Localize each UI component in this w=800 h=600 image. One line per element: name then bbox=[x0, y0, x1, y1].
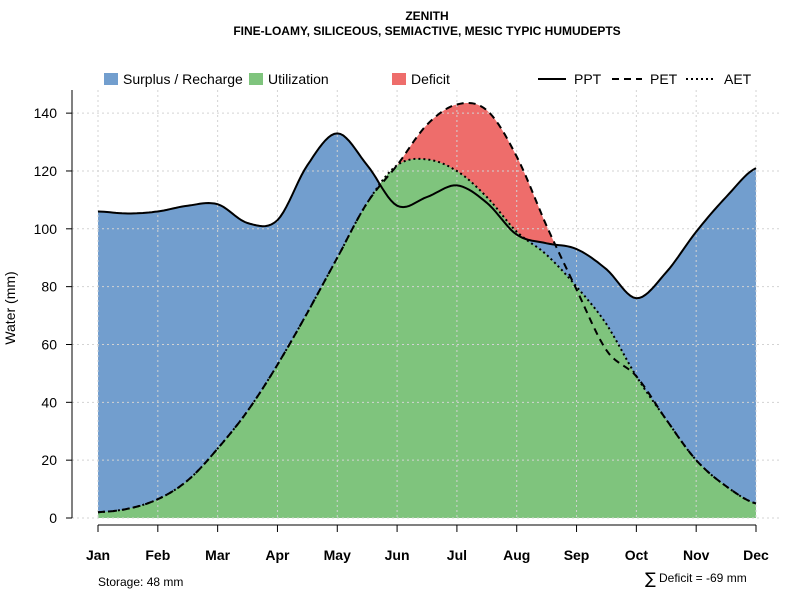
y-tick-label: 120 bbox=[34, 163, 58, 179]
storage-annotation: Storage: 48 mm bbox=[98, 575, 183, 589]
grid-lines bbox=[72, 90, 780, 519]
area-fills bbox=[98, 103, 756, 518]
x-tick-label: Apr bbox=[265, 547, 290, 563]
x-tick-label: Dec bbox=[743, 547, 769, 563]
x-tick-label: May bbox=[324, 547, 351, 563]
legend-swatch-utilization bbox=[249, 73, 263, 85]
y-tick-label: 20 bbox=[41, 452, 57, 468]
legend-label-surplus: Surplus / Recharge bbox=[123, 71, 243, 87]
y-ticks: 0 20 40 60 80 100 120 140 bbox=[34, 105, 72, 526]
x-tick-label: Oct bbox=[625, 547, 649, 563]
y-tick-label: 140 bbox=[34, 105, 58, 121]
series-line-ppt bbox=[97, 132, 757, 300]
chart-title: ZENITH bbox=[405, 9, 448, 23]
y-tick-label: 80 bbox=[41, 279, 57, 295]
series-line-aet bbox=[97, 157, 757, 514]
y-tick-label: 100 bbox=[34, 221, 58, 237]
y-tick-label: 60 bbox=[41, 336, 57, 352]
x-tick-label: Jun bbox=[385, 547, 410, 563]
x-tick-label: Sep bbox=[564, 547, 590, 563]
legend-label-pet: PET bbox=[650, 71, 678, 87]
sigma-symbol: ∑ bbox=[645, 569, 656, 588]
utilization-area bbox=[98, 158, 756, 518]
x-tick-label: Aug bbox=[503, 547, 530, 563]
legend-label-ppt: PPT bbox=[574, 71, 602, 87]
legend-swatch-surplus bbox=[104, 73, 118, 85]
legend-label-deficit: Deficit bbox=[411, 71, 450, 87]
legend-label-utilization: Utilization bbox=[268, 71, 329, 87]
series-lines bbox=[97, 102, 757, 514]
legend-label-aet: AET bbox=[724, 71, 752, 87]
x-tick-label: Nov bbox=[683, 547, 710, 563]
x-tick-label: Jul bbox=[447, 547, 467, 563]
y-axis-label: Water (mm) bbox=[2, 271, 18, 344]
x-tick-label: Mar bbox=[205, 547, 230, 563]
x-ticks: Jan Feb Mar Apr May Jun Jul Aug Sep Oct Nov Dec bbox=[86, 525, 769, 563]
x-tick-label: Feb bbox=[145, 547, 170, 563]
x-tick-label: Jan bbox=[86, 547, 110, 563]
y-tick-label: 40 bbox=[41, 394, 57, 410]
deficit-annotation: Deficit = -69 mm bbox=[659, 571, 747, 585]
legend-swatch-deficit bbox=[392, 73, 406, 85]
chart-subtitle: FINE-LOAMY, SILICEOUS, SEMIACTIVE, MESIC… bbox=[233, 24, 620, 38]
y-tick-label: 0 bbox=[49, 510, 57, 526]
legend: Surplus / Recharge Utilization Deficit P… bbox=[104, 71, 752, 87]
